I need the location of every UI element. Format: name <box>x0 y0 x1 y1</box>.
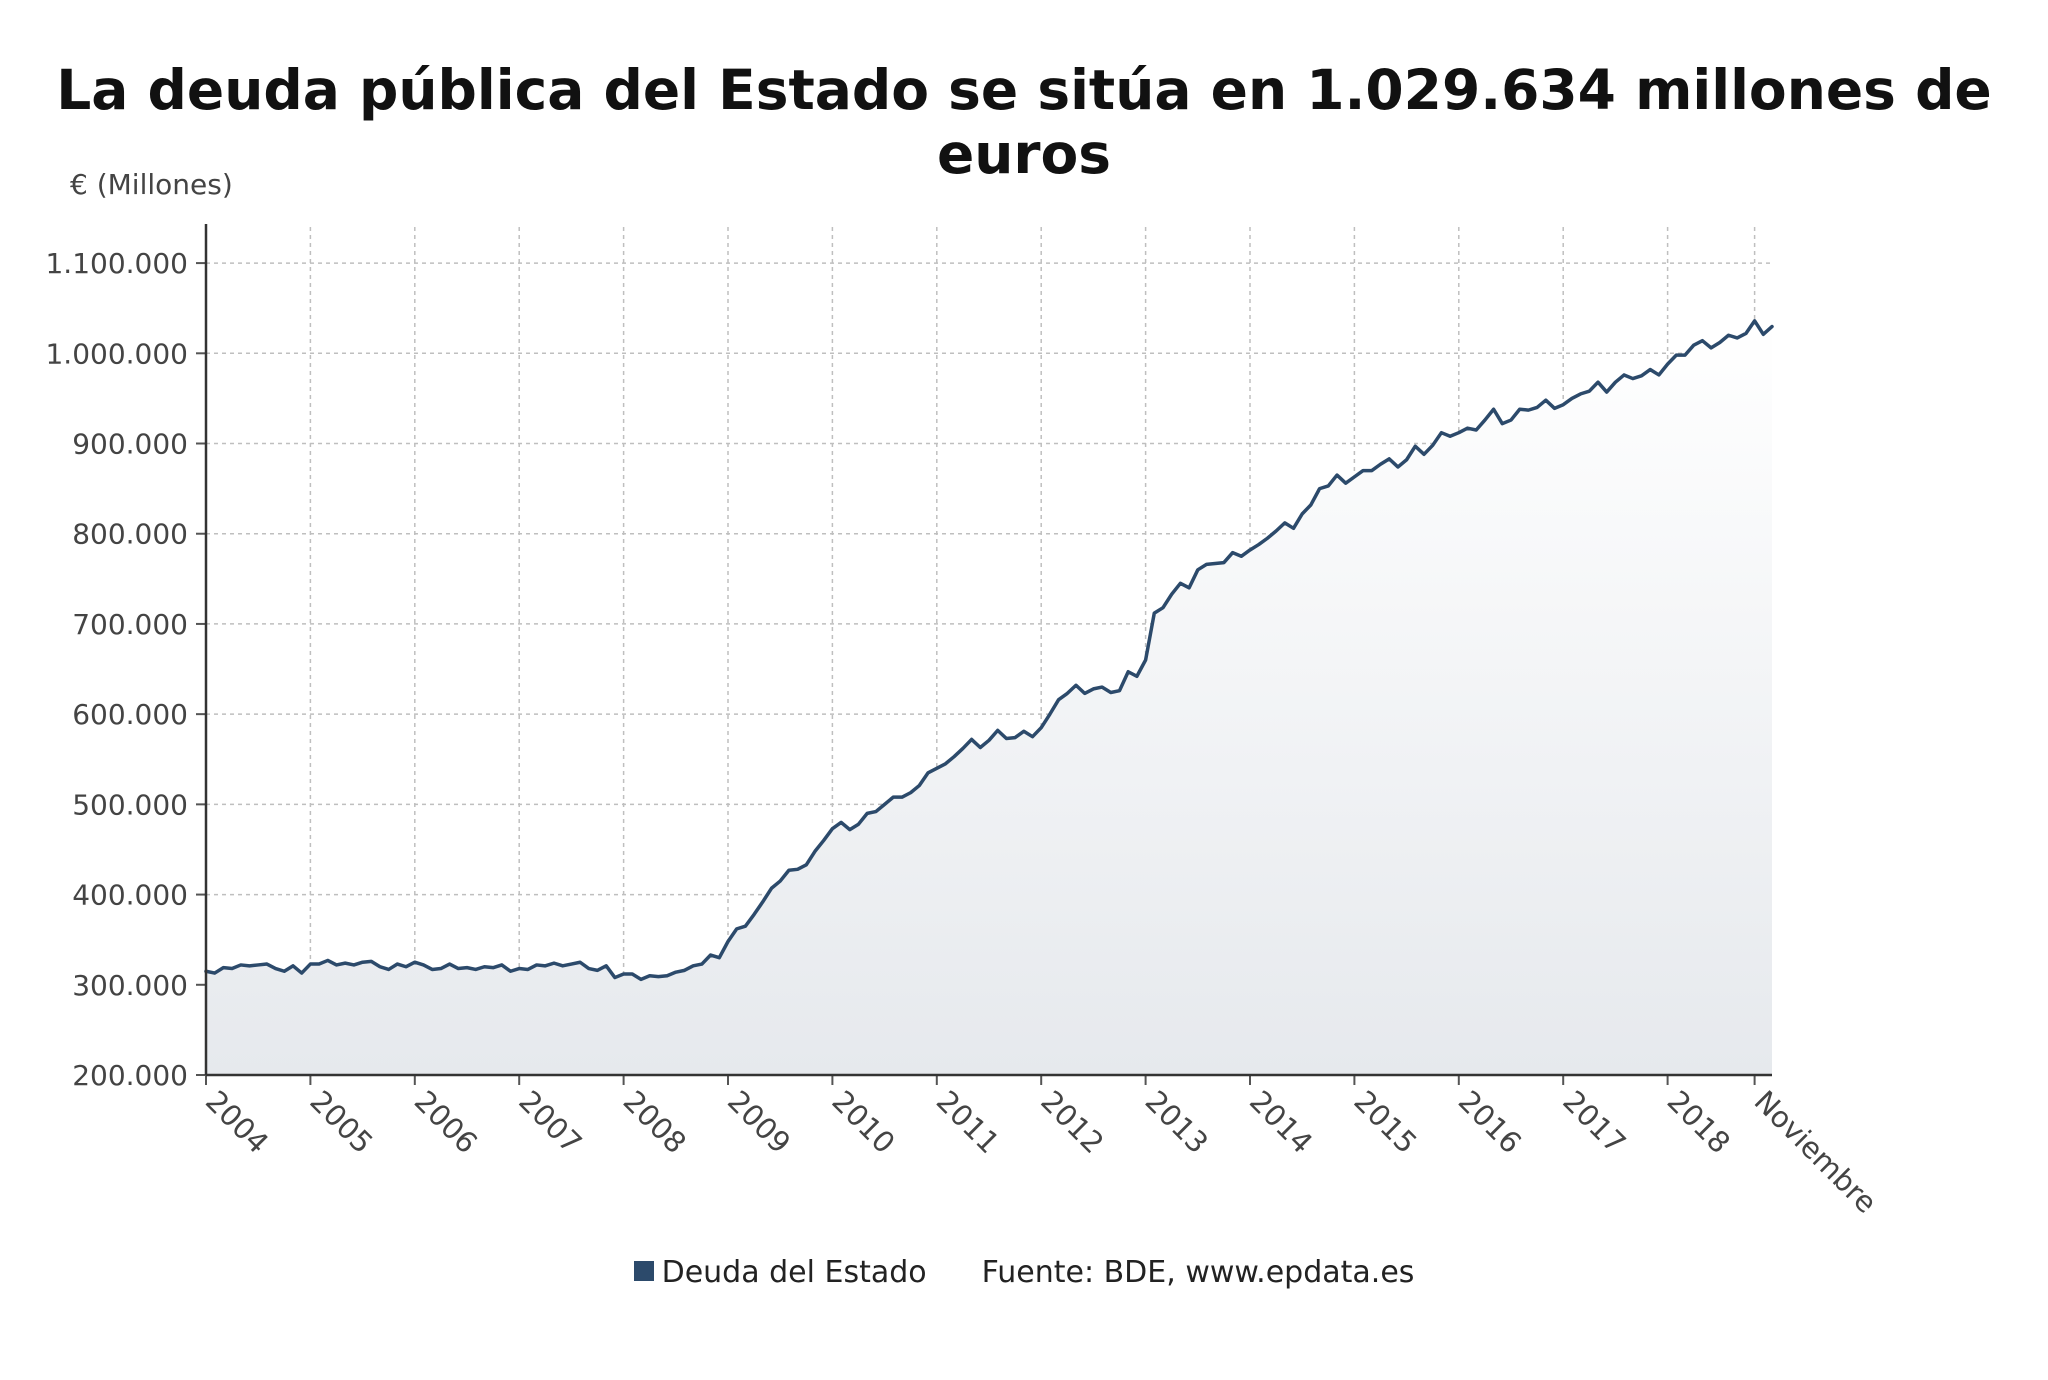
x-tick-label: 2005 <box>303 1084 379 1160</box>
y-tick-label: 900.000 <box>72 428 188 461</box>
x-tick-label: 2010 <box>825 1084 901 1160</box>
x-tick-label: 2012 <box>1034 1084 1110 1160</box>
debt-series-line <box>204 319 1774 982</box>
x-tick-label: 2006 <box>408 1084 484 1160</box>
y-tick-label: 200.000 <box>72 1059 188 1092</box>
y-tick-label: 1.000.000 <box>45 337 188 370</box>
x-tick-label: Noviembre <box>1748 1084 1884 1220</box>
x-tick-label: 2015 <box>1347 1084 1423 1160</box>
legend-swatch <box>633 1260 654 1281</box>
y-tick-label: 500.000 <box>72 788 188 821</box>
y-tick-label: 700.000 <box>72 608 188 641</box>
x-tick-label: 2011 <box>930 1084 1006 1160</box>
y-tick-label: 300.000 <box>72 969 188 1002</box>
y-tick-label: 1.100.000 <box>45 247 188 280</box>
x-tick-label: 2007 <box>512 1084 588 1160</box>
x-tick-label: 2016 <box>1452 1084 1528 1160</box>
source-note: Fuente: BDE, www.epdata.es <box>981 1255 1415 1290</box>
legend: Deuda del Estado Fuente: BDE, www.epdata.… <box>0 1255 2048 1290</box>
y-tick-label: 800.000 <box>72 518 188 551</box>
y-tick-label: 400.000 <box>72 879 188 912</box>
debt-area-fill <box>206 320 1772 1075</box>
x-tick-label: 2018 <box>1661 1084 1737 1160</box>
chart-title: La deuda pública del Estado se sitúa en … <box>56 58 1992 186</box>
x-tick-label: 2017 <box>1556 1084 1632 1160</box>
legend-series-label: Deuda del Estado <box>661 1255 927 1290</box>
y-tick-label: 600.000 <box>72 698 188 731</box>
x-tick-label: 2004 <box>199 1084 275 1160</box>
x-tick-label: 2008 <box>617 1084 693 1160</box>
x-tick-label: 2013 <box>1139 1084 1215 1160</box>
x-tick-label: 2009 <box>721 1084 797 1160</box>
x-tick-label: 2014 <box>1243 1084 1319 1160</box>
y-axis-unit-label: € (Millones) <box>70 168 233 201</box>
